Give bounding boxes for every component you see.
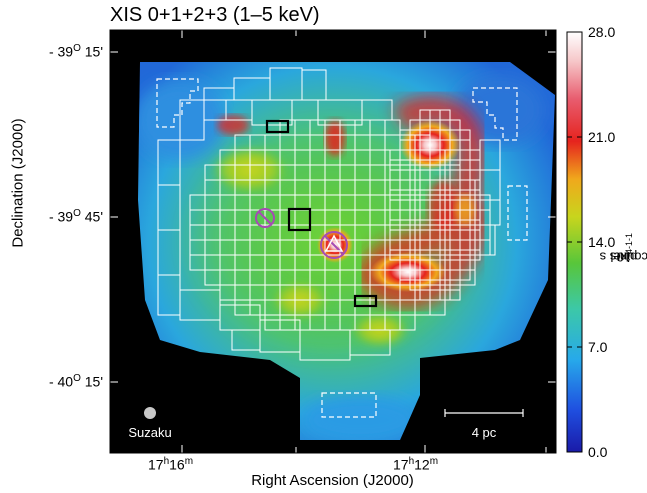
dec-tick-1: - 39O 15' — [48, 43, 103, 60]
figure-title: XIS 0+1+2+3 (1–5 keV) — [110, 4, 320, 26]
scale-bar-label: 4 pc — [472, 425, 497, 440]
axis-ticks — [110, 30, 556, 453]
dec-tick-3: - 40O 15' — [48, 373, 103, 390]
colorbar-tick-21: 21.0 — [588, 129, 616, 145]
background-regions — [156, 78, 528, 418]
image-frame — [109, 29, 557, 454]
colorbar-tick-28: 28.0 — [588, 24, 616, 40]
colorbar-tick-0: 0.0 — [588, 444, 608, 460]
psf-marker-icon — [144, 407, 156, 419]
ra-tick-1: 17h16m — [148, 456, 194, 473]
scale-bar — [444, 409, 524, 417]
ra-tick-2: 17h12m — [393, 456, 439, 473]
x-axis-label: Right Ascension (J2000) — [251, 472, 414, 489]
source-regions — [265, 119, 378, 308]
telescope-label: Suzaku — [128, 425, 171, 440]
dec-tick-2: - 39O 45' — [48, 208, 103, 225]
region-grid — [157, 67, 501, 361]
colorbar-tick-7: 7.0 — [588, 339, 608, 355]
point-source-markers — [255, 208, 348, 259]
colorbar-tick-14: 14.0 — [588, 234, 616, 250]
colorbar-ticks — [567, 31, 582, 453]
